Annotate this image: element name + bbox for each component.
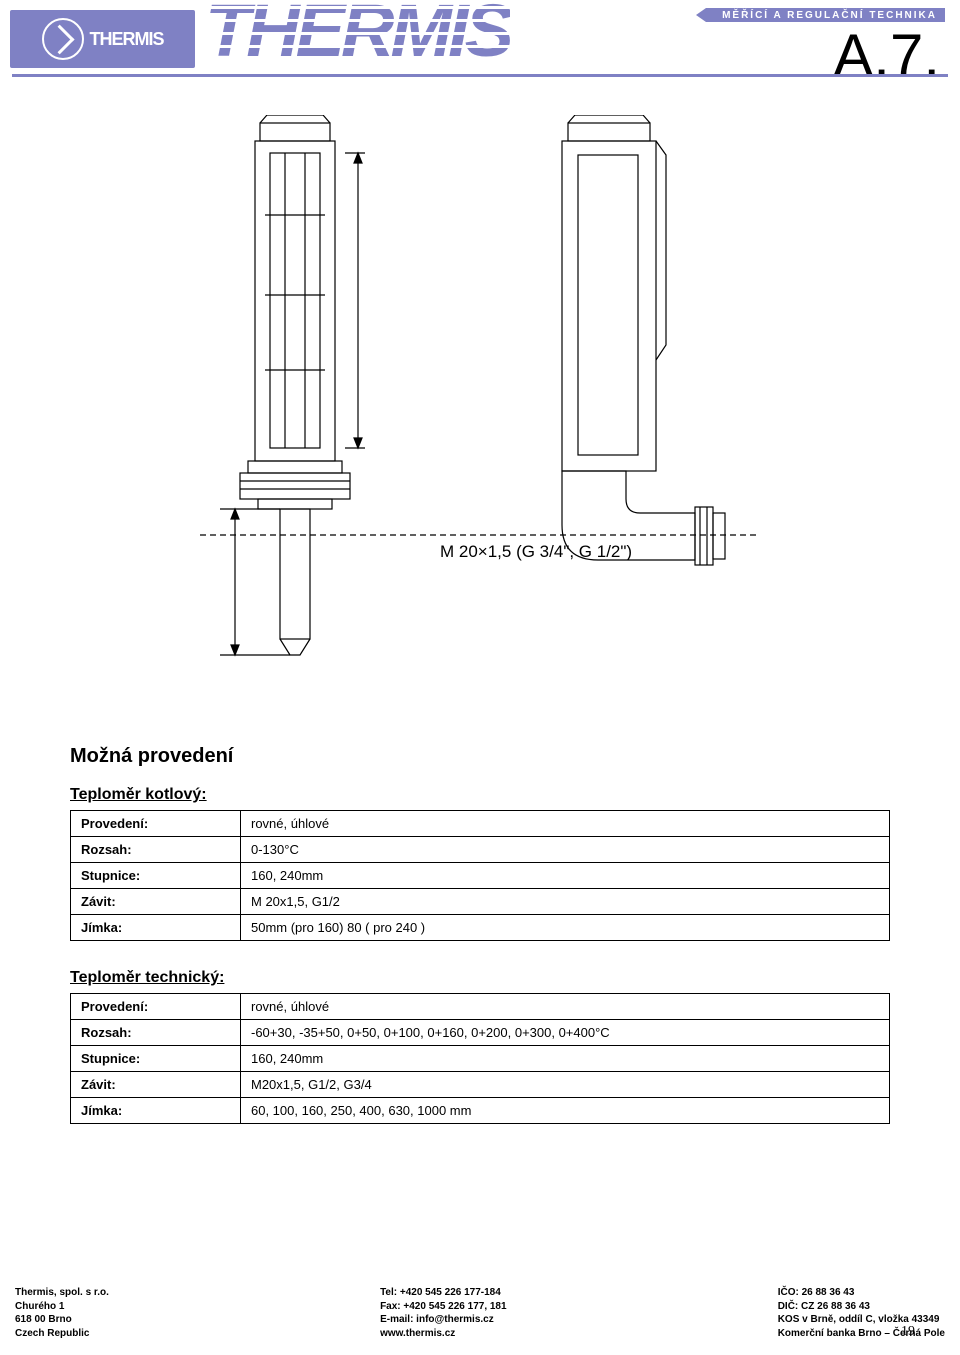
cell-value: 160, 240mm [241,1046,890,1072]
page-number: 19 [901,1323,915,1342]
cell-value: M 20x1,5, G1/2 [241,889,890,915]
cell-label: Jímka: [71,1098,241,1124]
table-row: Stupnice: 160, 240mm [71,1046,890,1072]
drawing-thread-label: M 20×1,5 (G 3/4", G 1/2") [440,542,632,561]
table-row: Stupnice: 160, 240mm [71,863,890,889]
footer-address: Thermis, spol. s r.o. Churého 1 618 00 B… [15,1286,109,1340]
table-row: Závit: M20x1,5, G1/2, G3/4 [71,1072,890,1098]
table-row: Jímka: 50mm (pro 160) 80 ( pro 240 ) [71,915,890,941]
content-area: Možná provedení Teploměr kotlový: Proved… [70,745,890,1124]
logo-arrow-icon [42,18,84,60]
cell-label: Rozsah: [71,1020,241,1046]
spec-table-technicky: Provedení: rovné, úhlové Rozsah: -60+30,… [70,993,890,1124]
cell-label: Stupnice: [71,1046,241,1072]
cell-value: 160, 240mm [241,863,890,889]
cell-value: -60+30, -35+50, 0+50, 0+100, 0+160, 0+20… [241,1020,890,1046]
table-row: Rozsah: -60+30, -35+50, 0+50, 0+100, 0+1… [71,1020,890,1046]
logo-text: THERMIS [90,29,164,50]
cell-label: Stupnice: [71,863,241,889]
cell-value: 60, 100, 160, 250, 400, 630, 1000 mm [241,1098,890,1124]
table-row: Provedení: rovné, úhlové [71,811,890,837]
tagline: MĚŘÍCÍ A REGULAČNÍ TECHNIKA [706,8,945,22]
cell-label: Provedení: [71,811,241,837]
cell-value: 0-130°C [241,837,890,863]
spec-table-kotlovy: Provedení: rovné, úhlové Rozsah: 0-130°C… [70,810,890,941]
brand-wordmark: THERMIS [205,0,510,66]
table-row: Závit: M 20x1,5, G1/2 [71,889,890,915]
table2-title: Teploměr technický: [70,969,890,987]
header-rule [12,74,948,77]
table-row: Jímka: 60, 100, 160, 250, 400, 630, 1000… [71,1098,890,1124]
cell-value: 50mm (pro 160) 80 ( pro 240 ) [241,915,890,941]
cell-value: M20x1,5, G1/2, G3/4 [241,1072,890,1098]
table-row: Provedení: rovné, úhlové [71,994,890,1020]
page-header: THERMIS THERMIS MĚŘÍCÍ A REGULAČNÍ TECHN… [0,0,960,90]
cell-label: Rozsah: [71,837,241,863]
cell-label: Závit: [71,1072,241,1098]
cell-label: Provedení: [71,994,241,1020]
footer-contact: Tel: +420 545 226 177-184 Fax: +420 545 … [380,1286,507,1340]
table-row: Rozsah: 0-130°C [71,837,890,863]
cell-value: rovné, úhlové [241,811,890,837]
page-footer: Thermis, spol. s r.o. Churého 1 618 00 B… [15,1286,945,1340]
section-title: Možná provedení [70,745,890,768]
cell-label: Jímka: [71,915,241,941]
table1-title: Teploměr kotlový: [70,786,890,804]
section-number: A.7. [833,26,940,86]
logo-badge: THERMIS [10,10,195,68]
cell-label: Závit: [71,889,241,915]
technical-drawing: M 20×1,5 (G 3/4", G 1/2") [140,115,820,715]
footer-legal: IČO: 26 88 36 43 DIČ: CZ 26 88 36 43 KOS… [778,1286,945,1340]
cell-value: rovné, úhlové [241,994,890,1020]
